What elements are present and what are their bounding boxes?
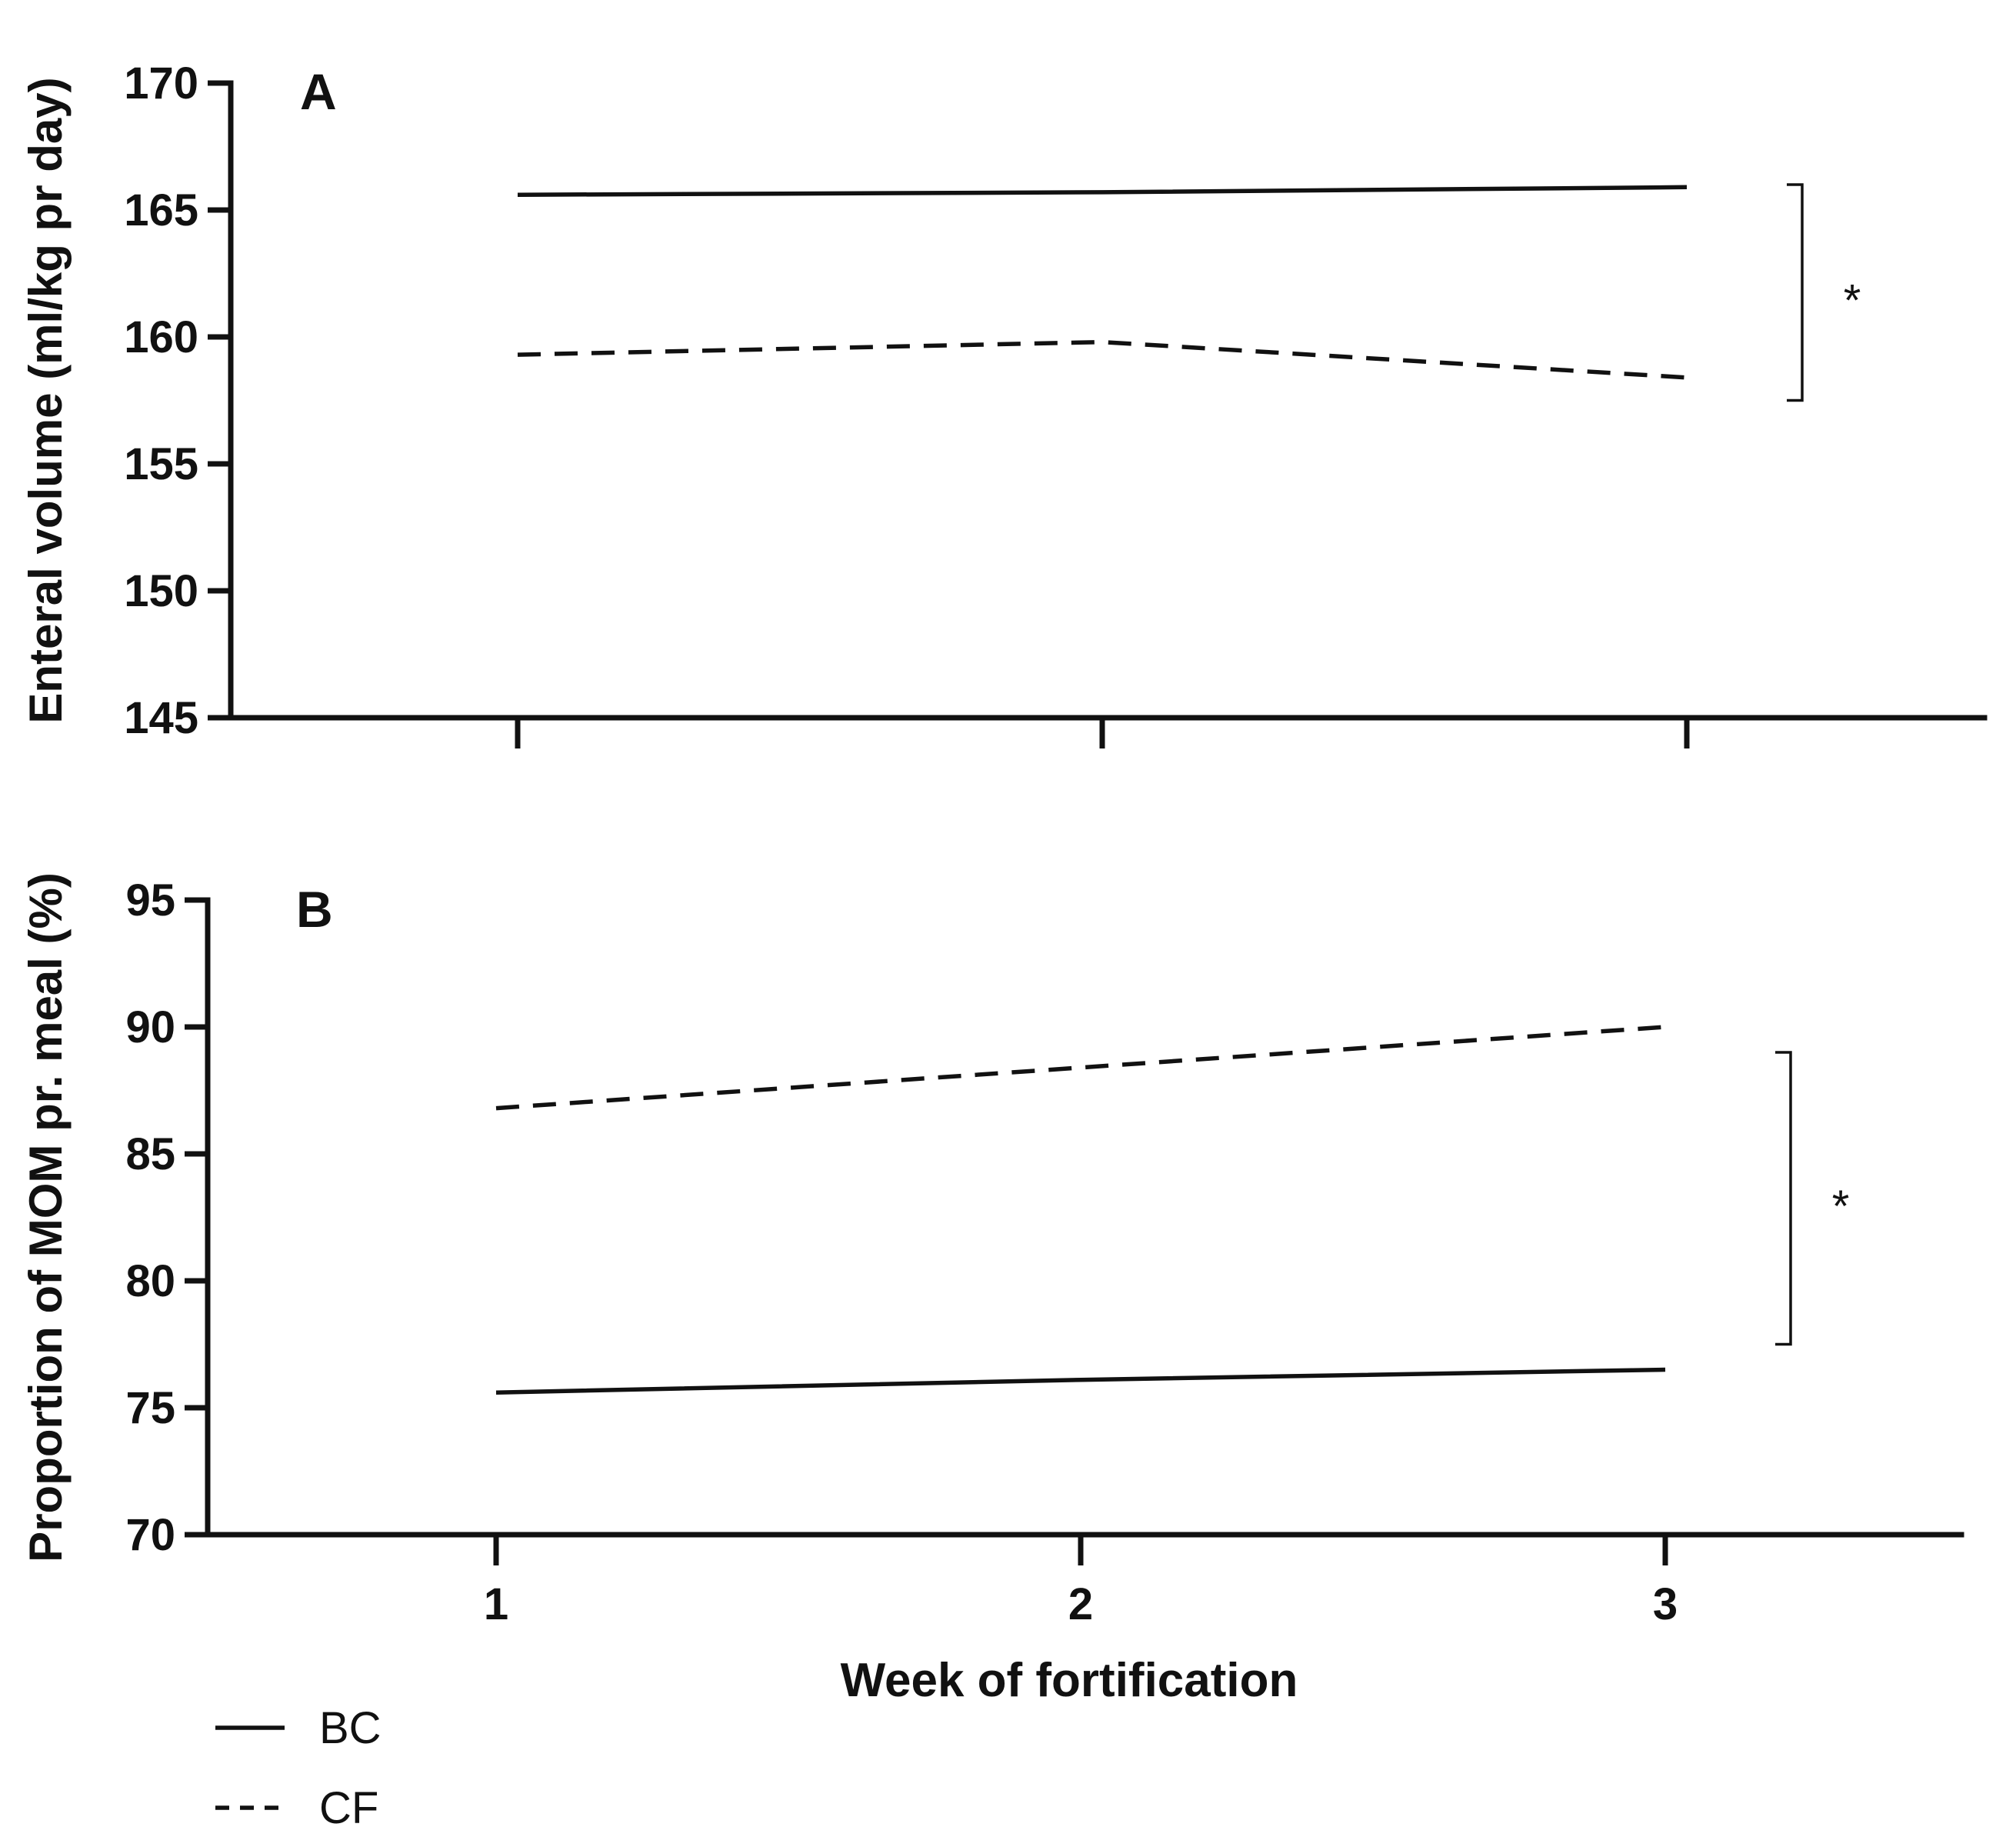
- panel-a: 145 150 155 160 165 170 Enteral volume (ml/kg …: [20, 58, 1988, 748]
- panel-b: 70 75 80 85 90 95 1 2 3 Proportion of MOM pr. mea…: [20, 872, 1964, 1707]
- y-tick-label: 80: [125, 1256, 175, 1306]
- x-tick-label: 3: [1653, 1579, 1678, 1629]
- y-tick-label: 165: [124, 185, 198, 235]
- y-tick-label: 70: [125, 1510, 175, 1560]
- panel-letter: B: [296, 881, 333, 938]
- y-axis-label: Proportion of MOM pr. meal (%): [20, 872, 72, 1562]
- significance-label: *: [1844, 275, 1861, 325]
- significance-bracket: [1787, 183, 1804, 402]
- y-tick-label: 95: [125, 875, 175, 925]
- legend-label-bc: BC: [319, 1703, 382, 1753]
- y-axis-label: Enteral volume (ml/kg pr day): [20, 77, 72, 723]
- x-axis-label: Week of fortification: [841, 1654, 1298, 1707]
- significance-label: *: [1832, 1182, 1850, 1232]
- significance-bracket: [1775, 1051, 1792, 1346]
- series-line-cf: [517, 339, 1688, 380]
- legend-label-cf: CF: [319, 1783, 378, 1833]
- y-tick-label: 85: [125, 1129, 175, 1179]
- y-tick-label: 145: [124, 693, 198, 743]
- y-tick-label: 75: [125, 1383, 175, 1433]
- x-tick-label: 2: [1068, 1579, 1093, 1629]
- series-line-bc: [517, 185, 1688, 197]
- series-line-cf: [495, 1025, 1666, 1111]
- y-tick-label: 150: [124, 566, 198, 616]
- legend: BC CF: [215, 1703, 382, 1833]
- y-tick-label: 160: [124, 312, 198, 362]
- y-tick-label: 90: [125, 1002, 175, 1052]
- series-line-bc: [495, 1367, 1666, 1395]
- y-tick-label: 155: [124, 439, 198, 489]
- y-tick-label: 170: [124, 58, 198, 108]
- panel-letter: A: [300, 63, 337, 120]
- x-tick-label: 1: [484, 1579, 508, 1629]
